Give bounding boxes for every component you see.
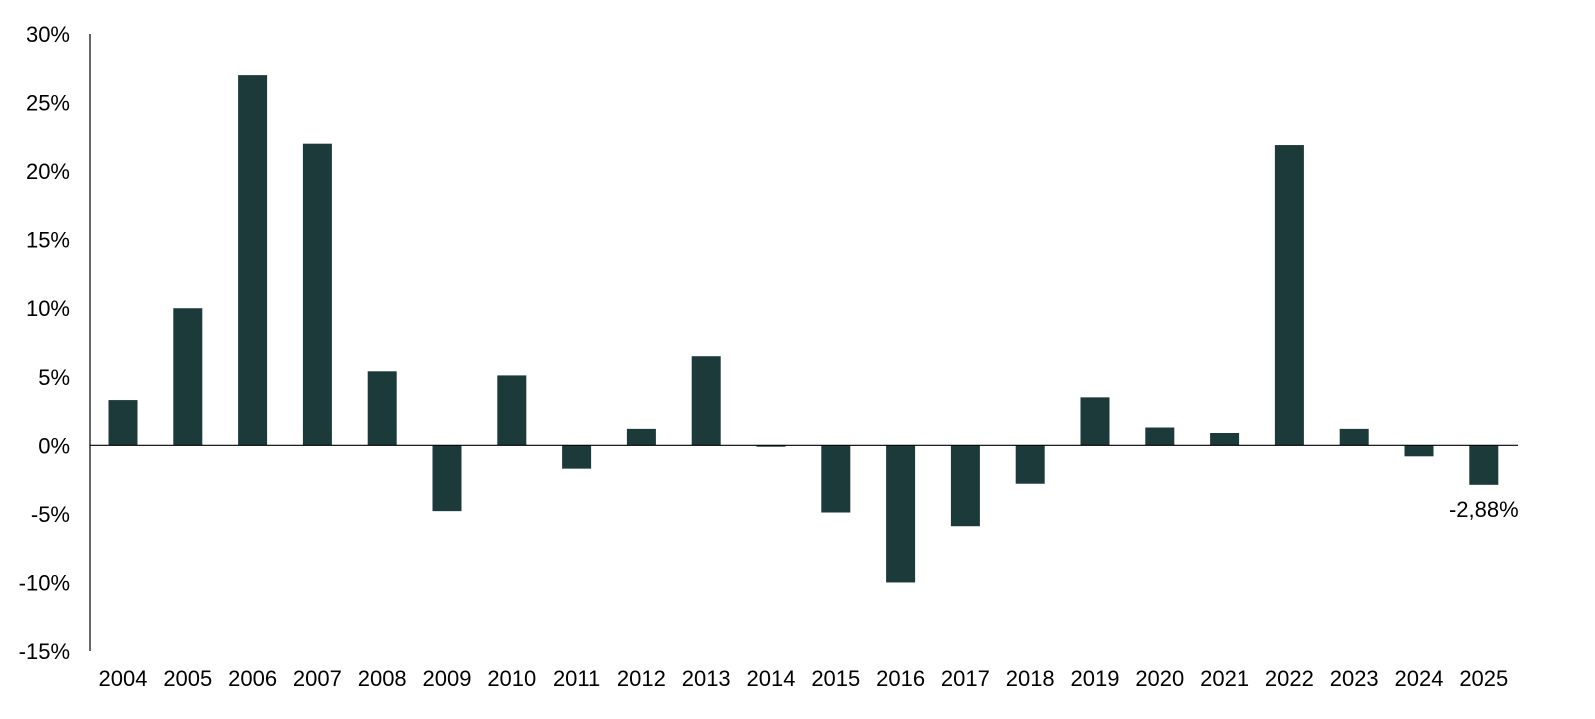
bar-2020 xyxy=(1145,427,1175,446)
bar-2021 xyxy=(1210,432,1240,446)
bar-2012 xyxy=(626,428,656,446)
x-tick-label-2020: 2020 xyxy=(1135,666,1184,691)
x-tick-label-2016: 2016 xyxy=(876,666,925,691)
y-tick-label-0: 0% xyxy=(38,433,70,458)
x-tick-label-2013: 2013 xyxy=(682,666,731,691)
x-tick-label-2014: 2014 xyxy=(747,666,796,691)
y-tick-label-25: 25% xyxy=(26,91,70,116)
x-tick-label-2021: 2021 xyxy=(1200,666,1249,691)
bar-2019 xyxy=(1080,397,1110,446)
bar-2022 xyxy=(1274,145,1304,446)
y-tick-label-20: 20% xyxy=(26,159,70,184)
data-labels: -2,88% xyxy=(1449,497,1519,522)
x-tick-label-2010: 2010 xyxy=(487,666,536,691)
bar-2023 xyxy=(1339,428,1369,446)
bar-2025 xyxy=(1469,445,1499,485)
x-tick-label-2025: 2025 xyxy=(1459,666,1508,691)
y-tick-label-10: 10% xyxy=(26,296,70,321)
y-tick-label-15: -15% xyxy=(19,639,70,664)
x-tick-label-2018: 2018 xyxy=(1006,666,1055,691)
x-tick-label-2011: 2011 xyxy=(553,666,600,691)
bar-2006 xyxy=(238,75,268,446)
y-axis-tick-labels: 30% 25% 20% 15% 10% 5% 0% -5% -10% -15% xyxy=(19,22,70,664)
y-tick-label-30: 30% xyxy=(26,22,70,47)
x-axis-tick-labels: 2004 2005 2006 2007 2008 2009 2010 2011 2012 2013… xyxy=(99,666,1509,691)
bar-2007 xyxy=(302,143,332,446)
y-tick-label-15: 15% xyxy=(26,228,70,253)
y-tick-label-5: -5% xyxy=(31,502,70,527)
data-label-2025: -2,88% xyxy=(1449,497,1519,522)
bar-2008 xyxy=(367,371,397,446)
x-tick-label-2007: 2007 xyxy=(293,666,342,691)
x-tick-label-2006: 2006 xyxy=(228,666,277,691)
y-tick-label-10: -10% xyxy=(19,570,70,595)
y-tick-label-5: 5% xyxy=(38,365,70,390)
x-tick-label-2004: 2004 xyxy=(99,666,148,691)
bar-2016 xyxy=(886,445,916,583)
bar-2017 xyxy=(950,445,980,527)
x-tick-label-2012: 2012 xyxy=(617,666,666,691)
x-tick-label-2023: 2023 xyxy=(1330,666,1379,691)
bar-2005 xyxy=(173,308,203,446)
bar-2010 xyxy=(497,375,527,446)
x-tick-label-2024: 2024 xyxy=(1395,666,1444,691)
bar-2014 xyxy=(756,445,786,447)
x-tick-label-2015: 2015 xyxy=(811,666,860,691)
bar-2009 xyxy=(432,445,462,512)
bar-2024 xyxy=(1404,445,1434,457)
x-tick-label-2008: 2008 xyxy=(358,666,407,691)
bar-2004 xyxy=(108,400,138,446)
bar-2013 xyxy=(691,356,721,446)
bar-2015 xyxy=(821,445,851,513)
x-tick-label-2005: 2005 xyxy=(163,666,212,691)
bar-2018 xyxy=(1015,445,1045,484)
x-tick-label-2019: 2019 xyxy=(1071,666,1120,691)
bars-group xyxy=(108,75,1499,583)
x-tick-label-2009: 2009 xyxy=(423,666,472,691)
bar-2011 xyxy=(562,445,592,469)
x-tick-label-2022: 2022 xyxy=(1265,666,1314,691)
x-tick-label-2017: 2017 xyxy=(941,666,990,691)
